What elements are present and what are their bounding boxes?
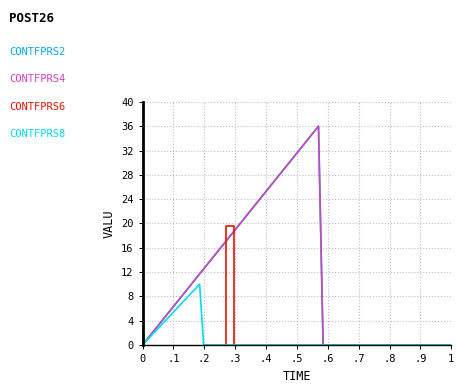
- Text: CONTFPRS6: CONTFPRS6: [10, 102, 66, 112]
- Text: POST26: POST26: [10, 12, 55, 25]
- Text: CONTFPRS4: CONTFPRS4: [10, 74, 66, 85]
- Text: CONTFPRS8: CONTFPRS8: [10, 129, 66, 140]
- Y-axis label: VALU: VALU: [103, 209, 115, 238]
- X-axis label: TIME: TIME: [283, 370, 311, 383]
- Text: CONTFPRS2: CONTFPRS2: [10, 47, 66, 57]
